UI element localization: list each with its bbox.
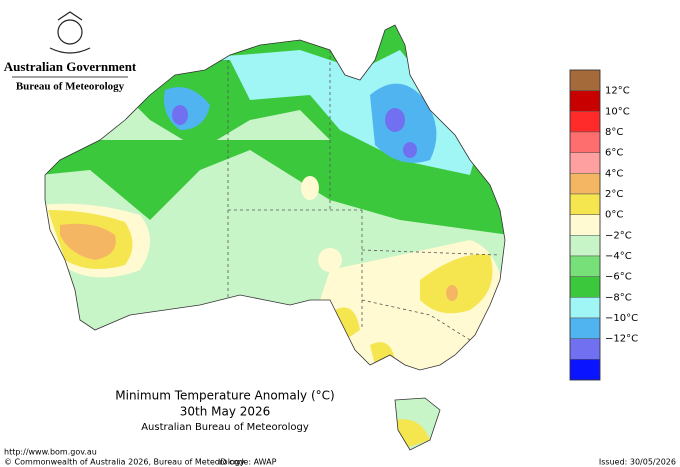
legend-swatch: [569, 338, 601, 360]
id-code: ID code: AWAP: [218, 458, 277, 467]
legend-label: −10°C: [605, 313, 638, 324]
legend-label: 10°C: [605, 106, 630, 117]
legend: 12°C 10°C 8°C 6°C 4°C 2°C 0°C −2°C −4°C −6°C −8°C −…: [569, 69, 638, 381]
agency: Bureau of Meteorology: [16, 81, 125, 93]
legend-label: 8°C: [605, 127, 623, 138]
legend-label: 4°C: [605, 168, 623, 179]
legend-frame: [569, 69, 601, 381]
legend-swatch: [569, 359, 601, 381]
legend-swatch: [569, 90, 601, 112]
legend-swatch: [569, 317, 601, 339]
map-date: 30th May 2026: [180, 405, 271, 419]
legend-swatch: [569, 276, 601, 298]
crest: [49, 11, 91, 54]
legend-label: 12°C: [605, 86, 630, 97]
legend-swatch: [569, 131, 601, 153]
government: Australian Government: [4, 59, 137, 74]
legend-label: 6°C: [605, 148, 623, 159]
map-source: Australian Bureau of Meteorology: [141, 422, 309, 433]
legend-swatch: [569, 69, 601, 91]
legend-label: −2°C: [605, 230, 632, 241]
legend-label: 2°C: [605, 189, 623, 200]
legend-swatch: [569, 235, 601, 257]
map-title: Minimum Temperature Anomaly (°C): [115, 389, 334, 403]
legend-swatch: [569, 173, 601, 195]
legend-label: −4°C: [605, 251, 632, 262]
legend-label: −12°C: [605, 334, 638, 345]
url: http://www.bom.gov.au: [4, 448, 97, 457]
legend-swatch: [569, 193, 601, 215]
legend-swatch: [569, 152, 601, 174]
legend-label: −8°C: [605, 292, 632, 303]
legend-label: −6°C: [605, 272, 632, 283]
legend-swatch: [569, 255, 601, 277]
legend-swatch: [569, 214, 601, 236]
legend-swatch: [569, 111, 601, 133]
coastline: [44, 24, 506, 451]
copyright: © Commonwealth of Australia 2026, Bureau…: [4, 458, 245, 467]
legend-swatch: [569, 297, 601, 319]
state-borders: [227, 50, 501, 341]
legend-label: 0°C: [605, 210, 623, 221]
issued: Issued: 30/05/2026: [599, 458, 676, 467]
